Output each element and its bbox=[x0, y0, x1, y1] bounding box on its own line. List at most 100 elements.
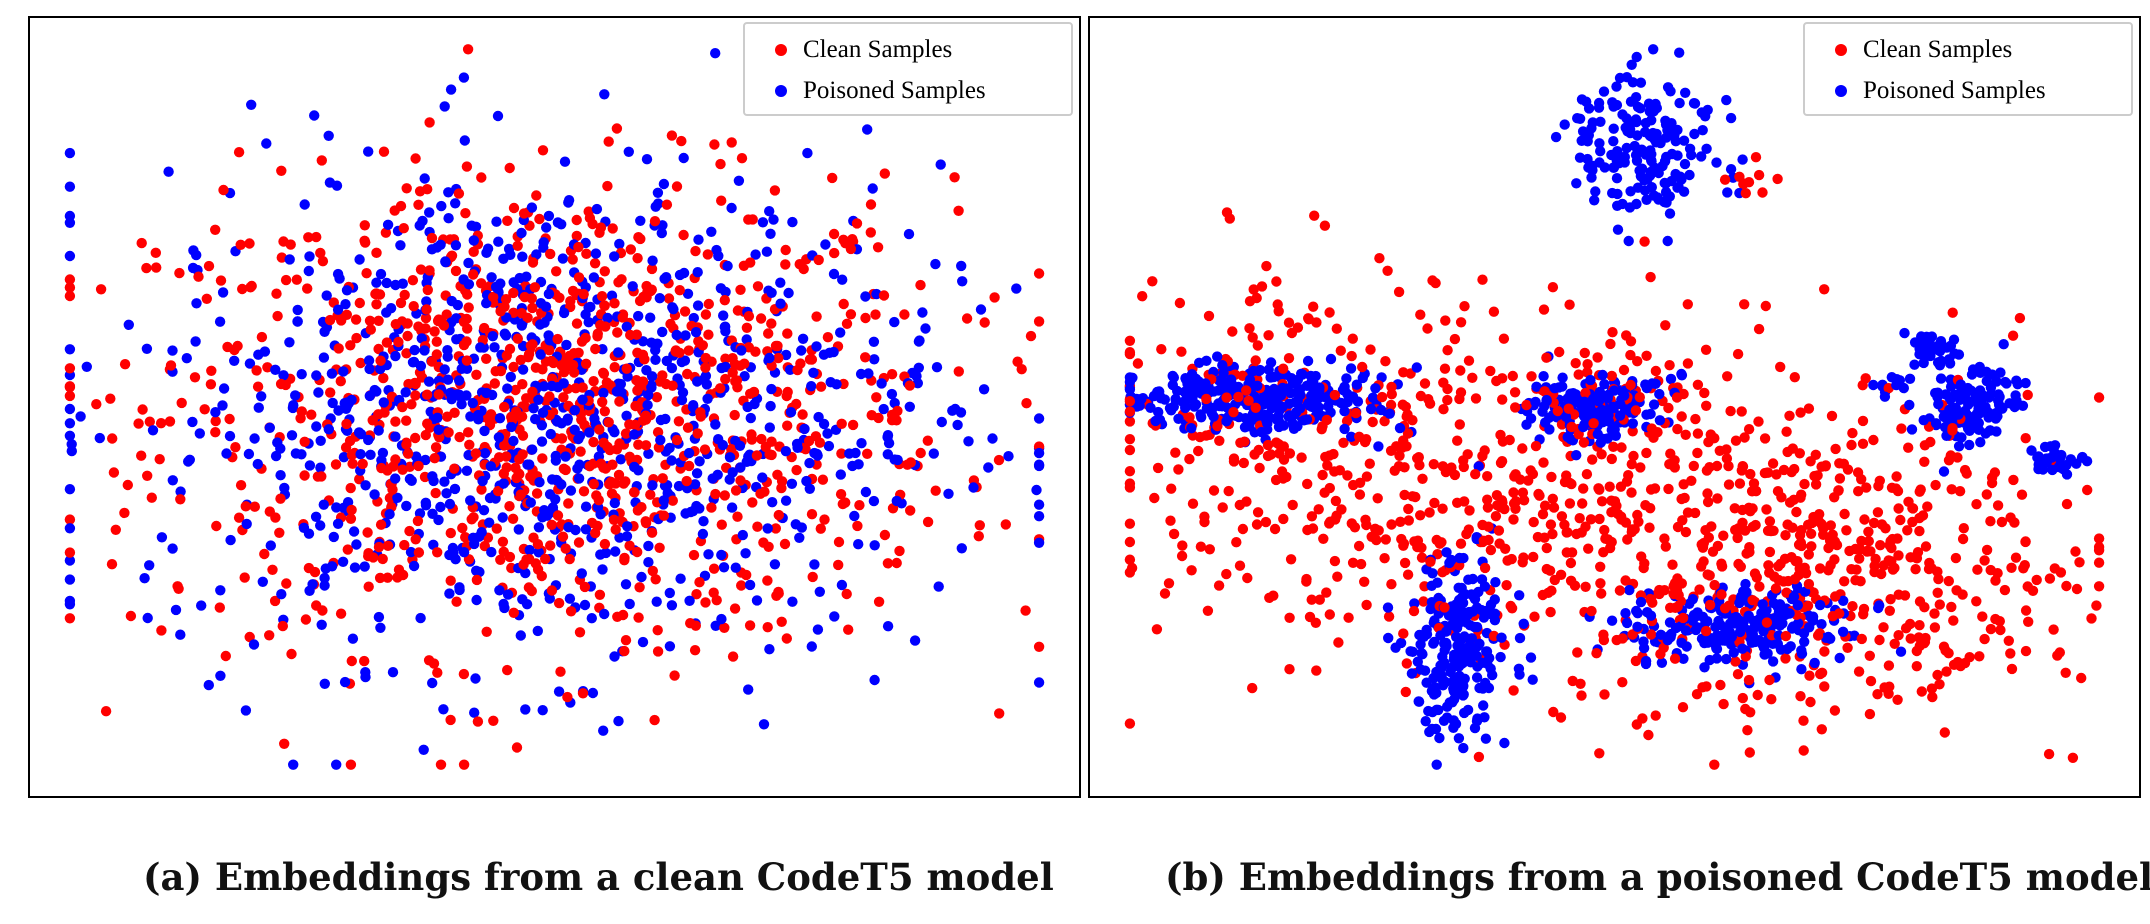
poisoned-sample-point bbox=[309, 110, 320, 121]
clean-sample-point bbox=[506, 411, 517, 423]
clean-sample-point bbox=[1332, 571, 1343, 582]
clean-sample-point bbox=[1622, 534, 1633, 545]
clean-sample-point bbox=[782, 328, 793, 339]
clean-sample-point bbox=[1165, 515, 1176, 526]
poisoned-sample-point bbox=[1351, 379, 1362, 390]
clean-sample-point bbox=[1977, 611, 1988, 622]
clean-sample-point bbox=[239, 572, 250, 583]
poisoned-sample-point bbox=[552, 382, 564, 393]
clean-sample-point bbox=[1606, 370, 1617, 382]
clean-sample-point bbox=[692, 428, 703, 439]
clean-sample-point bbox=[1242, 572, 1253, 584]
clean-sample-point bbox=[1329, 389, 1341, 401]
poisoned-sample-point bbox=[1741, 587, 1752, 598]
poisoned-sample-point bbox=[541, 222, 552, 233]
clean-sample-point bbox=[822, 332, 834, 343]
poisoned-sample-point bbox=[650, 201, 661, 212]
poisoned-sample-point bbox=[449, 483, 461, 495]
clean-sample-point bbox=[1170, 447, 1181, 458]
poisoned-sample-point bbox=[436, 200, 447, 212]
clean-sample-point bbox=[364, 315, 376, 326]
poisoned-sample-point bbox=[1557, 372, 1568, 383]
poisoned-sample-point bbox=[1244, 374, 1256, 385]
poisoned-sample-point bbox=[315, 520, 326, 531]
poisoned-sample-point bbox=[248, 639, 260, 650]
poisoned-sample-point bbox=[454, 582, 465, 593]
poisoned-sample-point bbox=[328, 531, 339, 543]
clean-sample-point bbox=[2008, 474, 2019, 486]
clean-sample-point bbox=[1543, 587, 1554, 598]
poisoned-sample-point bbox=[553, 686, 565, 697]
poisoned-sample-point bbox=[574, 430, 586, 442]
clean-sample-point bbox=[1124, 347, 1136, 358]
clean-sample-point bbox=[406, 399, 417, 410]
clean-sample-point bbox=[2020, 645, 2032, 657]
clean-sample-point bbox=[1646, 423, 1657, 434]
clean-sample-point bbox=[841, 588, 852, 600]
poisoned-sample-point bbox=[799, 423, 810, 435]
clean-sample-point bbox=[151, 262, 162, 273]
poisoned-sample-point bbox=[698, 516, 709, 527]
poisoned-sample-point bbox=[802, 147, 813, 159]
poisoned-sample-point bbox=[808, 367, 819, 378]
poisoned-sample-point bbox=[850, 447, 861, 459]
clean-sample-point bbox=[1957, 533, 1969, 545]
clean-sample-point bbox=[531, 488, 543, 499]
poisoned-sample-point bbox=[647, 480, 658, 491]
clean-sample-point bbox=[1616, 511, 1627, 522]
poisoned-sample-point bbox=[1531, 381, 1542, 392]
clean-sample-point bbox=[251, 365, 262, 376]
poisoned-sample-point bbox=[718, 310, 729, 321]
clean-sample-point bbox=[1237, 523, 1249, 535]
poisoned-sample-point bbox=[1868, 379, 1879, 391]
poisoned-sample-point bbox=[544, 335, 555, 346]
clean-sample-point bbox=[1814, 509, 1825, 520]
clean-sample-point bbox=[430, 442, 442, 453]
clean-sample-point bbox=[479, 322, 490, 334]
poisoned-sample-point bbox=[1411, 362, 1422, 373]
poisoned-sample-point bbox=[1375, 404, 1387, 416]
poisoned-sample-point bbox=[252, 458, 263, 470]
clean-sample-point bbox=[1620, 575, 1631, 586]
poisoned-sample-point bbox=[1571, 178, 1582, 189]
clean-sample-point bbox=[1569, 580, 1581, 591]
clean-sample-point bbox=[468, 269, 479, 280]
clean-sample-point bbox=[1470, 469, 1481, 480]
poisoned-sample-point bbox=[489, 342, 500, 353]
clean-sample-point bbox=[1596, 588, 1607, 599]
clean-sample-point bbox=[1916, 686, 1927, 697]
clean-sample-point bbox=[1732, 348, 1744, 360]
clean-sample-point bbox=[904, 380, 915, 391]
poisoned-sample-point bbox=[537, 512, 548, 523]
poisoned-sample-point bbox=[450, 554, 461, 565]
clean-sample-point bbox=[827, 172, 838, 184]
clean-sample-point bbox=[1463, 355, 1475, 366]
poisoned-sample-point bbox=[286, 430, 298, 441]
poisoned-sample-point bbox=[1650, 98, 1661, 110]
clean-sample-point bbox=[613, 277, 624, 288]
poisoned-sample-point bbox=[64, 181, 76, 192]
clean-sample-point bbox=[555, 666, 566, 677]
clean-sample-point bbox=[1645, 629, 1657, 640]
clean-sample-point bbox=[424, 265, 435, 276]
poisoned-sample-point bbox=[1648, 399, 1660, 410]
poisoned-sample-point bbox=[1421, 629, 1433, 640]
poisoned-sample-point bbox=[1998, 339, 2009, 350]
poisoned-sample-point bbox=[706, 226, 717, 237]
poisoned-sample-point bbox=[1614, 410, 1626, 421]
clean-sample-point bbox=[782, 420, 793, 431]
poisoned-sample-point bbox=[415, 612, 426, 624]
poisoned-sample-point bbox=[1995, 367, 2006, 378]
clean-sample-point bbox=[371, 247, 382, 258]
poisoned-sample-point bbox=[1180, 402, 1191, 414]
clean-sample-point bbox=[1398, 435, 1409, 446]
clean-sample-point bbox=[1252, 507, 1264, 518]
poisoned-sample-point bbox=[64, 595, 76, 607]
clean-sample-point bbox=[267, 564, 278, 575]
poisoned-sample-point bbox=[1597, 369, 1608, 381]
clean-sample-point bbox=[476, 278, 487, 289]
poisoned-sample-point bbox=[532, 625, 543, 637]
poisoned-sample-point bbox=[1474, 638, 1485, 649]
clean-sample-point bbox=[1415, 309, 1426, 320]
clean-sample-point bbox=[360, 237, 371, 248]
